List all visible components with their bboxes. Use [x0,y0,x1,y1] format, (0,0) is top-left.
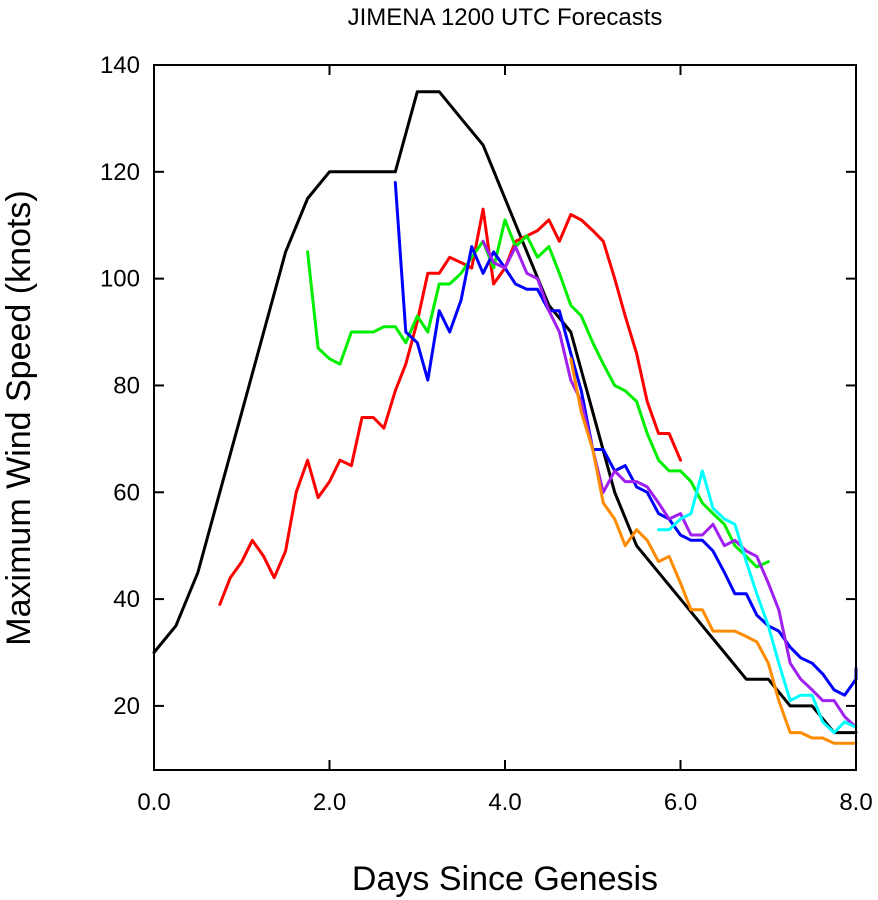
x-tick-label-2: 4.0 [488,789,521,816]
series-line-6 [657,469,858,735]
x-tick-label-0: 0.0 [137,789,170,816]
series-line-0 [152,90,858,735]
x-tick-label-3: 6.0 [664,789,697,816]
series-line-4 [481,239,858,729]
series-line-3 [393,181,858,697]
x-tick-label-4: 8.0 [839,789,872,816]
axis-ticks: 0.0 2.0 4.0 6.0 8.0 20 40 60 80 100 120 140 [100,52,873,816]
series-line-1 [218,207,682,606]
y-tick-label-3: 80 [113,372,140,399]
y-tick-label-1: 40 [113,586,140,613]
series-group [152,90,858,745]
y-tick-label-0: 20 [113,693,140,720]
chart-title: JIMENA 1200 UTC Forecasts [348,4,663,31]
x-axis-label: Days Since Genesis [352,860,658,898]
series-line-2 [306,218,770,569]
x-tick-label-1: 2.0 [313,789,346,816]
series-line-5 [569,357,858,745]
y-tick-label-4: 100 [100,266,140,293]
y-tick-label-2: 60 [113,479,140,506]
y-axis-label: Maximum Wind Speed (knots) [0,190,38,645]
y-tick-label-5: 120 [100,159,140,186]
y-tick-label-6: 140 [100,52,140,79]
plot-frame [153,64,857,771]
